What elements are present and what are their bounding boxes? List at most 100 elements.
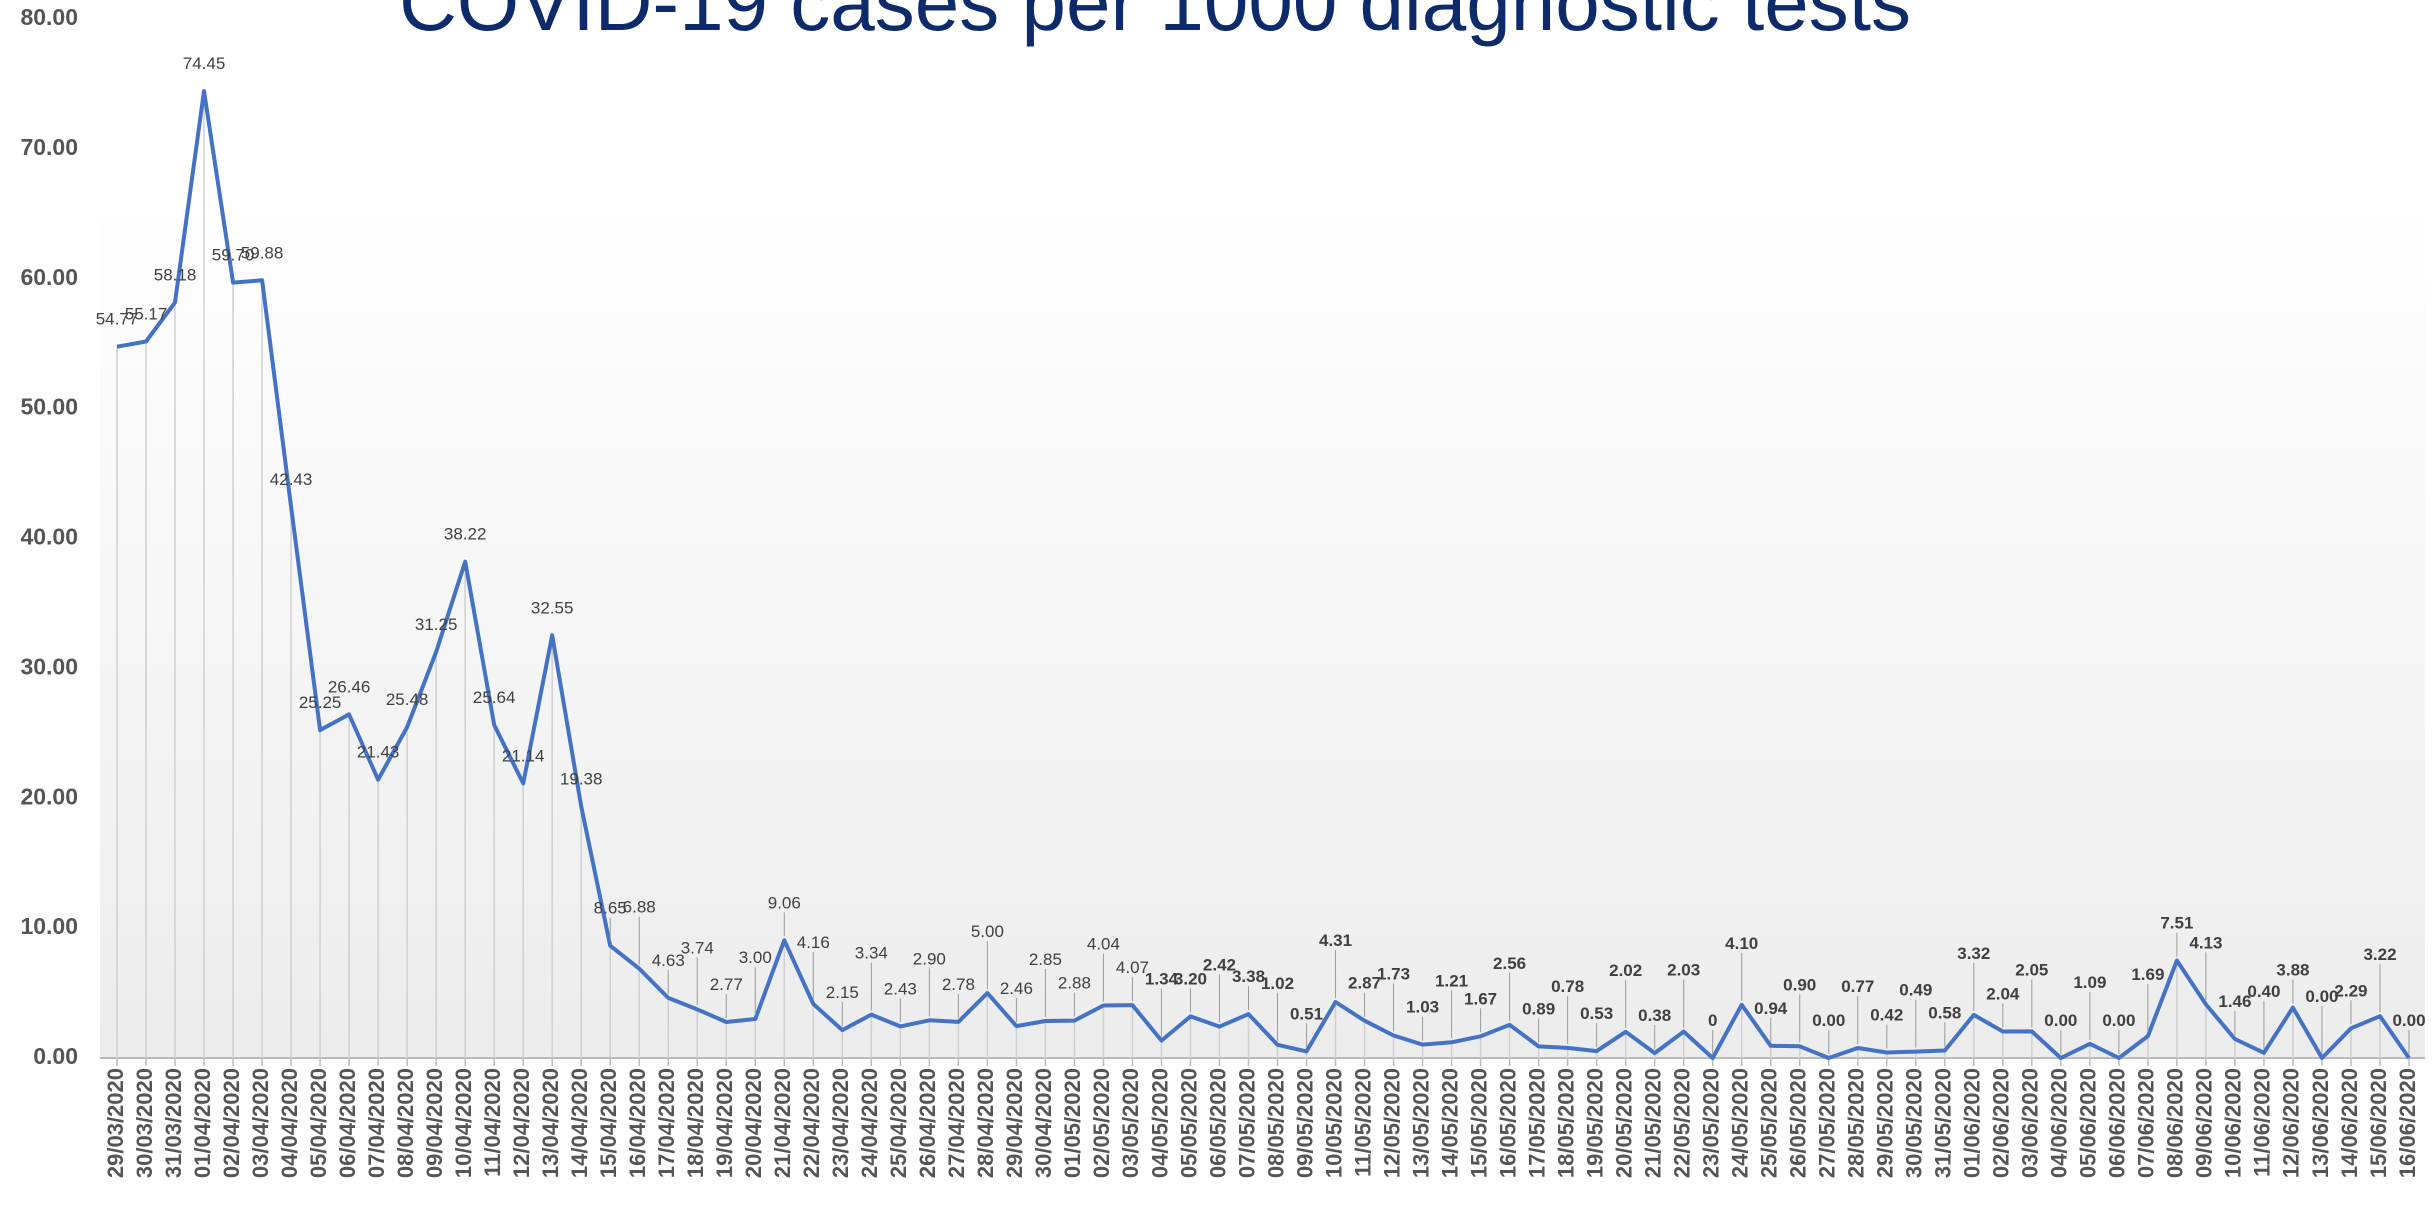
data-label: 3.34 bbox=[855, 944, 888, 963]
x-tick-label: 31/05/2020 bbox=[1931, 1068, 1956, 1178]
data-label: 9.06 bbox=[768, 893, 801, 912]
data-label: 3.32 bbox=[1957, 944, 1990, 963]
x-tick-label: 07/04/2020 bbox=[364, 1068, 389, 1178]
x-tick-label: 04/06/2020 bbox=[2047, 1068, 2072, 1178]
data-label: 2.77 bbox=[710, 975, 743, 994]
x-tick-label: 28/04/2020 bbox=[973, 1068, 998, 1178]
x-tick-label: 03/06/2020 bbox=[2018, 1068, 2043, 1178]
x-tick-label: 16/04/2020 bbox=[625, 1068, 650, 1178]
y-tick-label: 50.00 bbox=[20, 394, 78, 420]
data-label: 1.21 bbox=[1435, 971, 1468, 990]
x-tick-label: 10/06/2020 bbox=[2221, 1068, 2246, 1178]
x-tick-label: 14/05/2020 bbox=[1437, 1068, 1462, 1178]
x-tick-label: 20/04/2020 bbox=[741, 1068, 766, 1178]
data-label: 3.20 bbox=[1174, 969, 1207, 988]
x-tick-label: 20/05/2020 bbox=[1612, 1068, 1637, 1178]
x-tick-label: 02/06/2020 bbox=[1989, 1068, 2014, 1178]
data-label: 2.43 bbox=[884, 979, 917, 998]
data-label: 6.88 bbox=[623, 898, 656, 917]
data-label: 2.29 bbox=[2334, 981, 2367, 1000]
data-label: 21.43 bbox=[357, 743, 400, 762]
x-tick-label: 27/05/2020 bbox=[1815, 1068, 1840, 1178]
x-tick-label: 14/04/2020 bbox=[567, 1068, 592, 1178]
x-tick-label: 17/04/2020 bbox=[654, 1068, 679, 1178]
x-tick-label: 18/04/2020 bbox=[683, 1068, 708, 1178]
data-label: 4.10 bbox=[1725, 934, 1758, 953]
x-tick-label: 14/06/2020 bbox=[2337, 1068, 2362, 1178]
y-tick-label: 10.00 bbox=[20, 913, 78, 939]
data-label: 19.38 bbox=[560, 769, 603, 788]
x-tick-label: 10/04/2020 bbox=[451, 1068, 476, 1178]
x-tick-label: 06/06/2020 bbox=[2105, 1068, 2130, 1178]
x-tick-label: 23/05/2020 bbox=[1699, 1068, 1724, 1178]
x-tick-label: 26/05/2020 bbox=[1786, 1068, 1811, 1178]
x-tick-label: 15/04/2020 bbox=[596, 1068, 621, 1178]
data-label: 4.31 bbox=[1319, 931, 1352, 950]
data-label: 3.74 bbox=[681, 938, 714, 957]
x-tick-label: 29/04/2020 bbox=[1002, 1068, 1027, 1178]
x-tick-label: 19/05/2020 bbox=[1582, 1068, 1607, 1178]
x-tick-label: 08/05/2020 bbox=[1263, 1068, 1288, 1178]
y-tick-label: 0.00 bbox=[33, 1043, 78, 1069]
x-tick-label: 25/05/2020 bbox=[1757, 1068, 1782, 1178]
x-tick-label: 07/06/2020 bbox=[2134, 1068, 2159, 1178]
data-label: 0.42 bbox=[1870, 1006, 1903, 1025]
x-tick-label: 08/04/2020 bbox=[393, 1068, 418, 1178]
data-label: 74.45 bbox=[183, 54, 226, 73]
data-label: 25.48 bbox=[386, 690, 429, 709]
x-tick-label: 30/05/2020 bbox=[1902, 1068, 1927, 1178]
data-label: 2.15 bbox=[826, 983, 859, 1002]
x-tick-label: 19/04/2020 bbox=[712, 1068, 737, 1178]
x-tick-label: 29/03/2020 bbox=[103, 1068, 128, 1178]
data-label: 0.49 bbox=[1899, 981, 1932, 1000]
x-tick-label: 06/04/2020 bbox=[335, 1068, 360, 1178]
plot-background bbox=[100, 200, 2425, 1058]
data-label: 4.63 bbox=[652, 951, 685, 970]
data-label: 0.40 bbox=[2247, 982, 2280, 1001]
data-label: 2.78 bbox=[942, 975, 975, 994]
x-tick-label: 10/05/2020 bbox=[1321, 1068, 1346, 1178]
y-tick-label: 30.00 bbox=[20, 653, 78, 679]
x-tick-label: 06/05/2020 bbox=[1205, 1068, 1230, 1178]
data-label: 1.67 bbox=[1464, 989, 1497, 1008]
data-label: 0.00 bbox=[2044, 1011, 2077, 1030]
x-tick-label: 11/05/2020 bbox=[1350, 1068, 1375, 1177]
data-label: 3.38 bbox=[1232, 967, 1265, 986]
data-label: 21.14 bbox=[502, 746, 545, 765]
data-label: 2.04 bbox=[1986, 985, 2020, 1004]
data-label: 0.53 bbox=[1580, 1004, 1613, 1023]
x-tick-label: 26/04/2020 bbox=[915, 1068, 940, 1178]
data-label: 0.58 bbox=[1928, 1003, 1961, 1022]
x-tick-label: 25/04/2020 bbox=[886, 1068, 911, 1178]
x-tick-label: 18/05/2020 bbox=[1553, 1068, 1578, 1178]
data-label: 42.43 bbox=[270, 470, 313, 489]
x-tick-label: 12/04/2020 bbox=[509, 1068, 534, 1178]
x-tick-label: 11/06/2020 bbox=[2250, 1068, 2275, 1177]
x-tick-label: 31/03/2020 bbox=[161, 1068, 186, 1178]
data-label: 0.00 bbox=[1812, 1011, 1845, 1030]
data-label: 3.88 bbox=[2276, 961, 2309, 980]
data-label: 2.02 bbox=[1609, 961, 1642, 980]
data-label: 32.55 bbox=[531, 598, 574, 617]
x-tick-label: 15/06/2020 bbox=[2366, 1068, 2391, 1178]
x-tick-label: 17/05/2020 bbox=[1524, 1068, 1549, 1178]
x-tick-label: 05/04/2020 bbox=[306, 1068, 331, 1178]
x-tick-label: 21/04/2020 bbox=[770, 1068, 795, 1178]
x-tick-label: 02/04/2020 bbox=[219, 1068, 244, 1178]
data-label: 0.00 bbox=[2102, 1011, 2135, 1030]
data-label: 25.64 bbox=[473, 688, 516, 707]
x-tick-label: 30/03/2020 bbox=[132, 1068, 157, 1178]
y-tick-label: 70.00 bbox=[20, 134, 78, 160]
x-tick-label: 29/05/2020 bbox=[1873, 1068, 1898, 1178]
data-label: 38.22 bbox=[444, 525, 487, 544]
chart-title: COVID-19 cases per 1000 diagnostic tests bbox=[399, 0, 1911, 47]
x-tick-label: 02/05/2020 bbox=[1089, 1068, 1114, 1178]
x-tick-label: 15/05/2020 bbox=[1466, 1068, 1491, 1178]
x-tick-label: 03/05/2020 bbox=[1118, 1068, 1143, 1178]
data-label: 3.00 bbox=[739, 948, 772, 967]
data-label: 0.00 bbox=[2392, 1011, 2425, 1030]
x-tick-label: 22/04/2020 bbox=[799, 1068, 824, 1178]
x-tick-label: 16/05/2020 bbox=[1495, 1068, 1520, 1178]
x-tick-label: 13/04/2020 bbox=[538, 1068, 563, 1178]
